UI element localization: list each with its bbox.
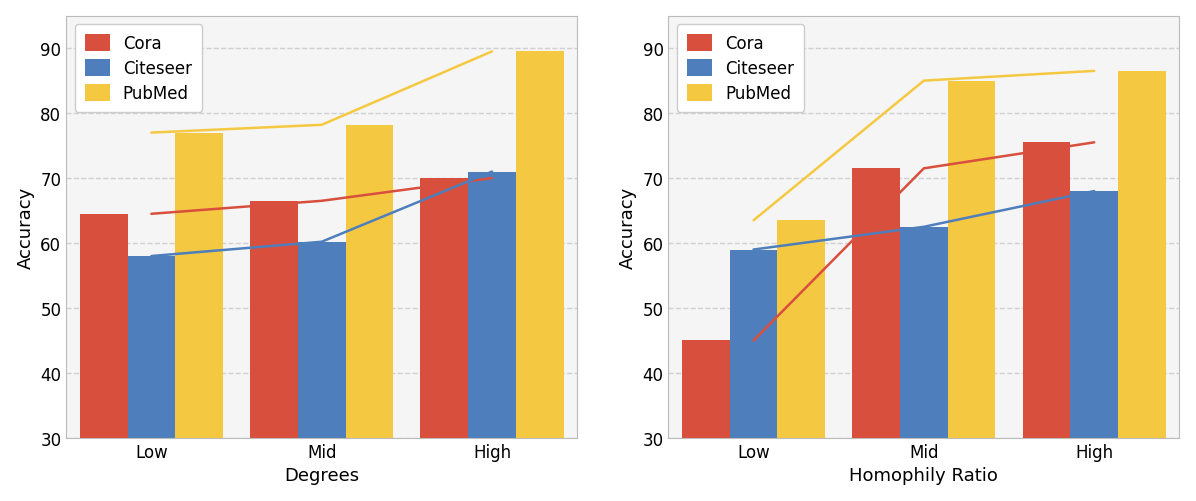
Y-axis label: Accuracy: Accuracy xyxy=(618,186,636,269)
Bar xyxy=(1023,143,1070,501)
Bar xyxy=(1118,72,1166,501)
X-axis label: Degrees: Degrees xyxy=(285,466,359,484)
Bar xyxy=(175,133,222,501)
Bar xyxy=(682,341,730,501)
Bar xyxy=(346,126,393,501)
Bar xyxy=(1070,192,1118,501)
Bar xyxy=(853,169,901,501)
Bar xyxy=(128,257,175,501)
Bar xyxy=(777,221,825,501)
Bar xyxy=(515,52,563,501)
Bar xyxy=(901,227,947,501)
Legend: Cora, Citeseer, PubMed: Cora, Citeseer, PubMed xyxy=(74,25,202,113)
Bar xyxy=(730,250,777,501)
Y-axis label: Accuracy: Accuracy xyxy=(17,186,35,269)
Bar xyxy=(468,172,515,501)
Bar xyxy=(250,201,298,501)
Legend: Cora, Citeseer, PubMed: Cora, Citeseer, PubMed xyxy=(677,25,804,113)
Bar xyxy=(947,82,995,501)
Bar xyxy=(421,179,468,501)
X-axis label: Homophily Ratio: Homophily Ratio xyxy=(849,466,999,484)
Bar xyxy=(298,242,346,501)
Bar xyxy=(80,214,128,501)
